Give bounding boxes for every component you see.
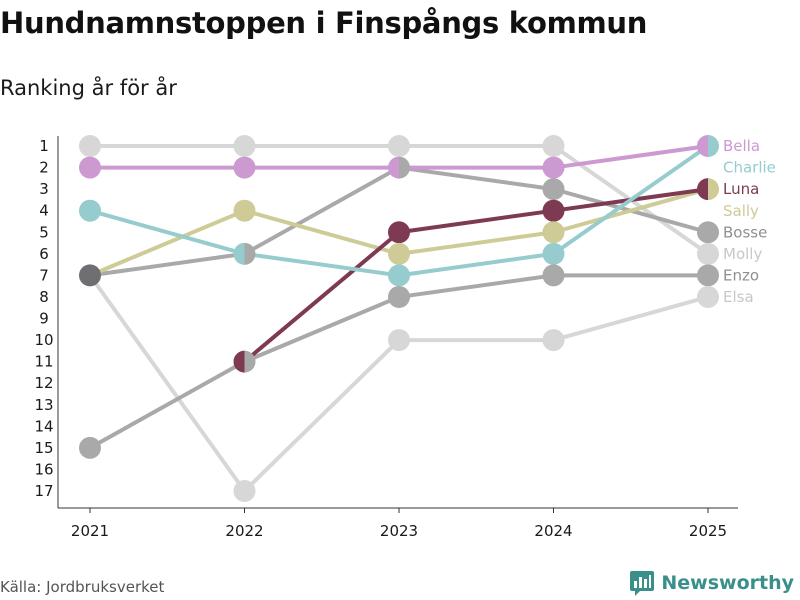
y-tick-label: 13 <box>34 396 53 414</box>
y-tick-label: 4 <box>39 202 49 220</box>
point-charlie-2021 <box>79 199 101 222</box>
point-luna-2022 <box>233 350 245 373</box>
end-label-bella: Bella <box>723 137 760 155</box>
y-tick-label: 7 <box>39 266 49 284</box>
point-charlie-2023 <box>388 264 410 287</box>
chart-title: Hundnamnstoppen i Finspångs kommun <box>0 6 648 40</box>
end-label-luna: Luna <box>723 180 759 198</box>
y-tick-label: 17 <box>34 482 53 500</box>
point-molly-2025 <box>697 242 719 265</box>
point-charlie-2025 <box>708 135 719 157</box>
point-bella-2024 <box>542 156 565 179</box>
point-overlap-2021 <box>79 264 101 287</box>
y-tick-label: 8 <box>39 288 49 306</box>
point-enzo-2025 <box>697 264 719 287</box>
point-luna-2024 <box>542 199 565 222</box>
y-tick-label: 15 <box>34 439 53 457</box>
point-sally-2023 <box>388 242 410 265</box>
y-tick-label: 5 <box>39 223 49 241</box>
chart-subtitle: Ranking år för år <box>0 76 177 100</box>
end-label-elsa: Elsa <box>723 288 754 306</box>
point-sally-2024 <box>542 221 565 244</box>
point-sally-2025 <box>708 178 720 201</box>
point-bella-2023 <box>388 156 399 179</box>
end-label-enzo: Enzo <box>723 267 759 285</box>
y-tick-label: 9 <box>39 310 49 328</box>
point-bella-2022 <box>233 156 256 179</box>
point-luna-2023 <box>388 221 410 244</box>
brand-name: Newsworthy <box>661 572 794 594</box>
point-bella-2021 <box>79 156 101 179</box>
y-tick-label: 2 <box>39 159 49 177</box>
point-enzo-2022 <box>244 350 256 373</box>
y-tick-label: 1 <box>39 137 49 155</box>
y-tick-label: 16 <box>34 460 53 478</box>
y-tick-label: 14 <box>34 417 53 435</box>
point-enzo-2023 <box>388 285 410 308</box>
end-label-bosse: Bosse <box>723 223 767 241</box>
series-lines <box>88 144 710 493</box>
point-charlie-2024 <box>542 242 565 265</box>
point-elsa-2025 <box>697 285 719 308</box>
source-note: Källa: Jordbruksverket <box>0 578 165 596</box>
point-bosse-2024 <box>542 178 565 201</box>
series-points <box>79 135 720 502</box>
x-tick-label: 2023 <box>380 522 418 540</box>
end-label-sally: Sally <box>723 202 759 220</box>
point-bosse-2023 <box>399 156 410 179</box>
point-bella-2025 <box>697 135 708 157</box>
y-tick-label: 11 <box>34 353 53 371</box>
x-tick-label: 2021 <box>71 522 109 540</box>
point-molly-2021 <box>79 135 101 157</box>
end-label-charlie: Charlie <box>723 159 776 177</box>
point-luna-2025 <box>697 178 708 201</box>
newsworthy-logo-icon <box>630 571 655 596</box>
point-elsa-2024 <box>542 329 565 352</box>
point-elsa-2022 <box>233 480 256 502</box>
end-label-molly: Molly <box>723 245 762 263</box>
point-enzo-2024 <box>542 264 565 287</box>
x-tick-label: 2024 <box>534 522 572 540</box>
point-sally-2022 <box>233 199 256 222</box>
point-charlie-2022 <box>233 242 245 265</box>
point-molly-2024 <box>542 135 565 157</box>
x-tick-label: 2025 <box>689 522 727 540</box>
y-tick-label: 3 <box>39 180 49 198</box>
end-labels: Bella Charlie Luna Sally Bosse Molly Enzo Elsa <box>723 137 776 306</box>
point-elsa-2023 <box>388 329 410 352</box>
y-tick-label: 12 <box>34 374 53 392</box>
x-tick-label: 2022 <box>225 522 263 540</box>
point-enzo-2021 <box>79 436 101 459</box>
point-molly-2022 <box>233 135 256 157</box>
brand-logo: Newsworthy <box>629 570 794 596</box>
point-molly-2023 <box>388 135 410 157</box>
y-tick-label: 6 <box>39 245 49 263</box>
y-tick-label: 10 <box>34 331 53 349</box>
point-bosse-2025 <box>697 221 719 244</box>
point-bosse-2022 <box>244 242 256 265</box>
